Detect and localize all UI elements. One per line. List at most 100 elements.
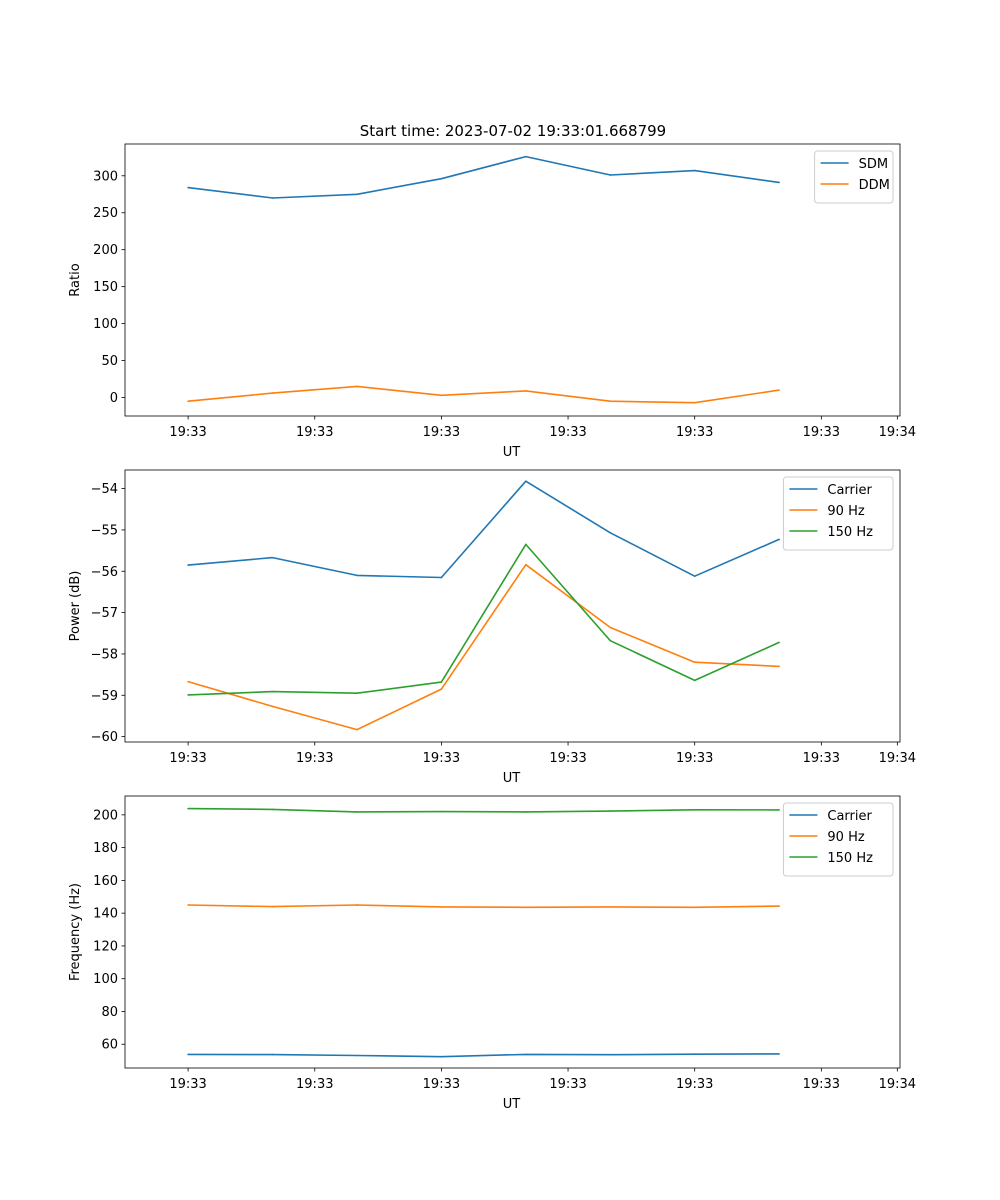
data-point-150-hz: [525, 543, 527, 546]
panel-ratio: 0 50 100 150 200 250 300 19:33 19:33 19:33 19:33 19…: [68, 143, 916, 460]
y-tick-label: 250: [93, 206, 118, 221]
data-point-150-hz: [609, 810, 612, 812]
series-line-carrier: [188, 480, 780, 579]
data-point-150-hz: [525, 811, 527, 813]
y-tick-label: 100: [93, 972, 118, 987]
y-tick-label: 120: [93, 939, 118, 954]
x-tick-label: 19:33: [803, 425, 840, 440]
x-tick-label: 19:33: [296, 1077, 333, 1092]
data-point-90-hz: [525, 906, 527, 909]
data-point-carrier: [356, 574, 358, 577]
data-point-carrier: [609, 532, 612, 534]
data-point-90-hz: [693, 906, 696, 909]
x-axis-label: UT: [503, 445, 521, 460]
data-point-carrier: [778, 538, 780, 541]
y-tick-label: 200: [93, 243, 118, 258]
data-point-carrier: [187, 1053, 189, 1056]
data-point-150-hz: [693, 808, 696, 811]
data-point-90-hz: [440, 688, 443, 690]
data-point-carrier: [440, 576, 443, 579]
data-point-sdm: [525, 155, 527, 158]
y-tick-label: −56: [91, 565, 118, 580]
x-tick-label: 19:33: [423, 751, 460, 766]
legend-label-90-hz: 90 Hz: [827, 830, 864, 845]
data-point-carrier: [187, 564, 189, 566]
y-tick-label: 50: [101, 354, 118, 369]
data-point-sdm: [356, 193, 358, 196]
y-tick-label: 100: [93, 317, 118, 332]
data-point-150-hz: [440, 681, 443, 683]
data-point-carrier: [609, 1053, 612, 1056]
data-point-150-hz: [271, 690, 274, 693]
x-tick-label: 19:33: [676, 425, 713, 440]
x-tick-label: 19:33: [803, 1077, 840, 1092]
legend-label-carrier: Carrier: [827, 809, 872, 824]
y-axis-label: Ratio: [68, 263, 83, 296]
data-point-150-hz: [609, 639, 612, 642]
data-point-carrier: [693, 575, 696, 578]
data-point-90-hz: [609, 626, 612, 629]
data-point-150-hz: [356, 692, 358, 695]
x-tick-label: 19:33: [169, 751, 206, 766]
data-point-90-hz: [778, 905, 780, 907]
frequency-axes-frame: [124, 795, 901, 1069]
x-tick-label: 19:33: [296, 751, 333, 766]
y-axis-label: Power (dB): [68, 571, 83, 642]
data-point-carrier: [356, 1054, 358, 1057]
data-point-ddm: [609, 400, 612, 403]
y-tick-label: 60: [101, 1038, 118, 1053]
x-tick-label: 19:33: [549, 1077, 586, 1092]
series-line-90-hz: [188, 904, 780, 909]
data-point-90-hz: [356, 904, 358, 906]
data-point-ddm: [271, 392, 274, 394]
data-point-90-hz: [271, 905, 274, 908]
series-line-150-hz: [188, 807, 780, 813]
data-point-90-hz: [440, 906, 443, 908]
legend-box: [814, 150, 894, 204]
x-tick-label: 19:34: [879, 1077, 916, 1092]
data-point-carrier: [271, 556, 274, 559]
y-tick-label: 140: [93, 907, 118, 922]
y-tick-label: 180: [93, 841, 118, 856]
y-tick-label: 200: [93, 808, 118, 823]
data-point-carrier: [778, 1053, 780, 1055]
series-line-90-hz: [187, 563, 780, 731]
x-tick-label: 19:33: [549, 425, 586, 440]
data-point-90-hz: [356, 728, 358, 731]
data-point-ddm: [187, 400, 189, 403]
series-line-sdm: [188, 155, 780, 199]
data-point-ddm: [693, 401, 696, 404]
data-point-150-hz: [778, 641, 780, 644]
y-tick-label: −57: [91, 606, 118, 621]
x-tick-label: 19:33: [676, 1077, 713, 1092]
data-point-90-hz: [271, 705, 274, 708]
x-tick-label: 19:33: [803, 751, 840, 766]
data-point-90-hz: [525, 563, 527, 566]
panel-power: −60 −59 −58 −57 −56 −55 −54 19:33 19:33 19:33 19:3…: [68, 469, 916, 786]
legend-label-150-hz: 150 Hz: [827, 851, 873, 866]
series-line-carrier: [188, 1053, 780, 1058]
data-point-sdm: [778, 181, 780, 184]
data-point-90-hz: [187, 904, 189, 906]
data-point-sdm: [440, 177, 443, 180]
data-point-carrier: [525, 1053, 527, 1056]
data-point-sdm: [693, 169, 696, 172]
legend-label-90-hz: 90 Hz: [827, 504, 864, 519]
data-point-150-hz: [187, 694, 189, 696]
data-point-150-hz: [778, 809, 780, 811]
data-point-carrier: [440, 1055, 443, 1058]
y-tick-label: −55: [91, 523, 118, 538]
data-point-90-hz: [778, 665, 780, 668]
series-line-150-hz: [188, 543, 780, 696]
figure-title: Start time: 2023-07-02 19:33:01.668799: [360, 122, 666, 140]
legend-label-150-hz: 150 Hz: [827, 525, 873, 540]
data-point-150-hz: [271, 808, 274, 811]
x-tick-label: 19:34: [879, 751, 916, 766]
data-point-150-hz: [693, 679, 696, 682]
y-axis-label: Frequency (Hz): [68, 883, 83, 981]
data-point-150-hz: [440, 810, 443, 813]
x-tick-label: 19:33: [169, 1077, 206, 1092]
y-tick-label: 150: [93, 280, 118, 295]
series-line-ddm: [188, 385, 780, 404]
